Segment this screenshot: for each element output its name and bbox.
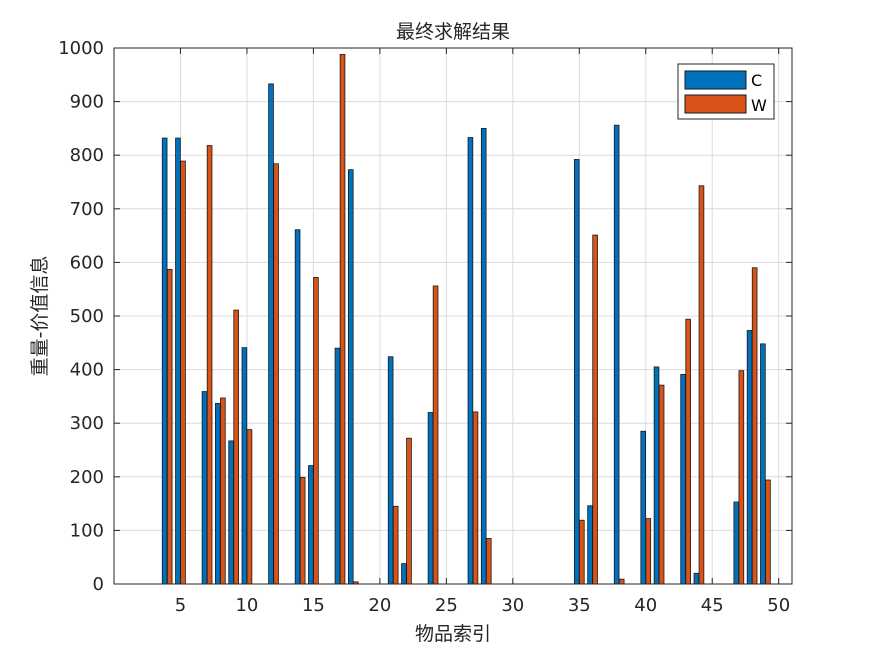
y-tick-label: 0 xyxy=(93,574,104,595)
y-tick-label: 800 xyxy=(70,145,104,166)
x-tick-label: 35 xyxy=(568,595,591,616)
bar-w-35 xyxy=(579,519,585,585)
x-tick-label: 25 xyxy=(435,595,458,616)
legend-label-w: W xyxy=(751,96,767,115)
bar-w-9 xyxy=(233,309,239,585)
bar-w-4 xyxy=(166,268,173,585)
bar-c-40 xyxy=(640,430,647,585)
bar-c-21 xyxy=(387,356,394,585)
bar-w-41 xyxy=(658,384,665,585)
bar-c-28 xyxy=(480,127,487,585)
bar-c-14 xyxy=(294,229,301,585)
tick-marks xyxy=(114,47,792,585)
bar-w-28 xyxy=(485,538,492,585)
bar-w-12 xyxy=(273,163,279,585)
bar-w-38 xyxy=(618,578,625,585)
x-tick-label: 15 xyxy=(302,595,325,616)
x-tick-label: 5 xyxy=(175,595,186,616)
bar-c-17 xyxy=(334,347,341,585)
bar-c-5 xyxy=(175,137,181,585)
bar-c-9 xyxy=(228,440,234,585)
bar-c-41 xyxy=(653,366,660,585)
x-tick-labels: 5 10 15 20 25 30 35 40 45 50 xyxy=(175,595,790,616)
bar-c-35 xyxy=(573,159,580,585)
y-tick-label: 300 xyxy=(70,413,104,434)
bars xyxy=(161,54,771,585)
bar-w-5 xyxy=(180,160,186,585)
bar-c-24 xyxy=(427,412,434,585)
bar-c-12 xyxy=(268,83,274,585)
bar-c-49 xyxy=(760,343,766,585)
bar-c-43 xyxy=(680,374,686,585)
y-tick-label: 400 xyxy=(70,360,104,381)
bar-w-44 xyxy=(698,185,705,585)
bar-w-27 xyxy=(472,411,479,585)
x-tick-label: 50 xyxy=(767,595,790,616)
x-tick-label: 30 xyxy=(501,595,524,616)
bar-w-15 xyxy=(313,277,319,585)
y-tick-label: 600 xyxy=(70,252,104,273)
x-tick-label: 40 xyxy=(634,595,657,616)
bar-c-8 xyxy=(215,402,221,585)
bar-w-36 xyxy=(592,234,598,585)
bar-w-47 xyxy=(738,370,745,585)
bar-c-22 xyxy=(401,563,407,585)
y-tick-label: 700 xyxy=(70,199,104,220)
y-tick-label: 500 xyxy=(70,306,104,327)
bar-w-24 xyxy=(432,285,439,585)
legend-label-c: C xyxy=(751,71,762,90)
bar-c-48 xyxy=(746,330,753,585)
legend: C W xyxy=(677,63,775,120)
bar-c-18 xyxy=(347,169,354,585)
bar-w-40 xyxy=(645,518,652,585)
bar-c-7 xyxy=(201,391,208,585)
bar-w-43 xyxy=(685,318,691,585)
bar-c-47 xyxy=(733,501,740,585)
legend-swatch-w xyxy=(684,94,747,114)
x-tick-label: 10 xyxy=(235,595,258,616)
y-tick-label: 200 xyxy=(70,467,104,488)
bar-c-38 xyxy=(613,124,620,585)
bar-w-7 xyxy=(206,145,213,585)
bar-w-10 xyxy=(246,429,253,585)
bar-w-17 xyxy=(339,54,346,585)
x-tick-label: 45 xyxy=(701,595,724,616)
bar-w-8 xyxy=(220,397,226,585)
bar-w-48 xyxy=(751,267,758,585)
bar-c-27 xyxy=(467,137,474,585)
bar-c-10 xyxy=(241,347,248,585)
x-tick-label: 20 xyxy=(368,595,391,616)
bar-w-21 xyxy=(392,505,399,585)
legend-swatch-c xyxy=(684,70,747,90)
bar-c-36 xyxy=(587,505,593,585)
bar-c-4 xyxy=(161,137,168,585)
bar-w-22 xyxy=(406,437,412,585)
y-tick-label: 100 xyxy=(70,520,104,541)
y-tick-label: 900 xyxy=(70,92,104,113)
y-tick-labels: 0 100 200 300 400 500 600 700 800 900 1000 xyxy=(58,38,104,595)
y-tick-label: 1000 xyxy=(58,38,104,59)
bar-c-44 xyxy=(693,572,700,585)
chart-title: 最终求解结果 xyxy=(396,21,510,43)
bar-w-49 xyxy=(765,479,771,585)
bar-w-14 xyxy=(299,476,306,585)
bar-c-15 xyxy=(308,465,314,585)
x-axis-label: 物品索引 xyxy=(415,623,491,645)
y-axis-label: 重量-价值信息 xyxy=(29,256,51,377)
